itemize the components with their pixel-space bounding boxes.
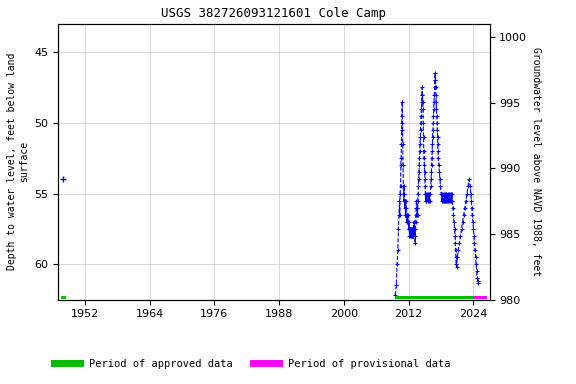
Y-axis label: Groundwater level above NAVD 1988, feet: Groundwater level above NAVD 1988, feet bbox=[531, 47, 541, 276]
Title: USGS 382726093121601 Cole Camp: USGS 382726093121601 Cole Camp bbox=[161, 7, 386, 20]
Y-axis label: Depth to water level, feet below land
surface: Depth to water level, feet below land su… bbox=[7, 53, 29, 270]
Legend: Period of approved data, Period of provisional data: Period of approved data, Period of provi… bbox=[50, 354, 454, 374]
